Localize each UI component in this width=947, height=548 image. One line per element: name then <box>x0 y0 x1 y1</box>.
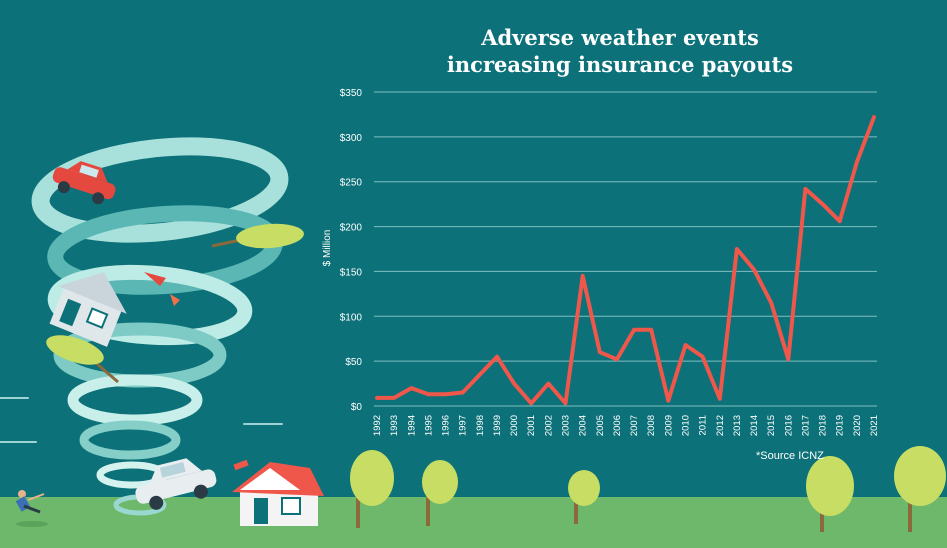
debris-icon <box>170 294 180 306</box>
x-tick-label: 2020 <box>852 415 863 436</box>
chart-title-line-2: increasing insurance payouts <box>446 52 794 77</box>
x-tick-label: 1996 <box>441 415 452 436</box>
tree-icon <box>422 460 458 526</box>
x-tick-label: 2001 <box>526 415 537 436</box>
person-icon <box>15 490 48 527</box>
flying-tree-icon <box>46 335 119 384</box>
x-tick-label: 2021 <box>869 415 880 436</box>
x-tick-label: 1999 <box>492 415 503 436</box>
y-tick-label: $300 <box>340 133 363 144</box>
y-tick-label: $250 <box>340 178 363 189</box>
data-point <box>786 357 791 362</box>
data-point <box>855 160 859 164</box>
x-tick-label: 2003 <box>561 415 572 436</box>
x-tick-label: 2014 <box>749 415 760 436</box>
debris-icon <box>144 272 166 286</box>
x-tick-label: 2018 <box>818 415 829 436</box>
data-point <box>546 381 551 386</box>
data-point <box>426 392 431 397</box>
x-tick-label: 2016 <box>783 415 794 436</box>
tree-icon <box>568 470 600 524</box>
x-tick-label: 1998 <box>475 415 486 436</box>
x-tick-label: 2019 <box>835 415 846 436</box>
x-tick-label: 2015 <box>766 415 777 436</box>
data-point <box>443 392 448 397</box>
tree-icon <box>894 446 946 532</box>
x-tick-label: 2012 <box>715 415 726 436</box>
x-tick-label: 2006 <box>612 415 623 436</box>
x-tick-label: 2002 <box>543 415 554 436</box>
data-point <box>803 187 808 191</box>
x-tick-label: 2004 <box>578 415 589 436</box>
x-axis-tick-labels: 1992 1993 1994 1995 1996 1997 1998 1999 2000 2001… <box>372 415 880 436</box>
data-point <box>820 202 825 206</box>
data-point <box>512 381 516 386</box>
data-point <box>529 401 534 406</box>
white-car-icon <box>135 458 217 510</box>
tree-icon <box>806 456 854 532</box>
x-tick-label: 1993 <box>389 415 400 436</box>
x-tick-label: 1994 <box>406 415 417 436</box>
data-point <box>666 398 671 403</box>
x-tick-label: 2009 <box>663 415 674 436</box>
tree-icon <box>350 450 394 528</box>
wind-streaks <box>0 397 283 443</box>
y-tick-label: $350 <box>340 88 363 99</box>
flying-house-icon <box>49 272 127 347</box>
data-point <box>375 396 379 400</box>
data-point <box>580 274 585 278</box>
series-line <box>375 115 876 406</box>
data-point <box>392 396 396 400</box>
x-tick-label: 1997 <box>458 415 469 436</box>
data-point <box>495 354 499 359</box>
data-point <box>872 115 876 119</box>
data-point <box>563 401 568 406</box>
x-tick-label: 1992 <box>372 415 383 436</box>
x-tick-label: 2008 <box>646 415 657 436</box>
gridlines <box>374 91 877 407</box>
y-tick-label: $200 <box>340 223 363 234</box>
y-tick-label: $0 <box>351 402 363 413</box>
data-point <box>632 327 636 332</box>
y-tick-label: $100 <box>340 312 363 323</box>
x-tick-label: 2010 <box>680 415 691 436</box>
y-axis-tick-labels: $0 $50 $100 $150 $200 $250 $300 $350 <box>340 88 363 413</box>
data-point <box>478 372 482 377</box>
data-point <box>735 247 739 251</box>
data-point <box>683 343 688 347</box>
data-points <box>375 115 876 406</box>
ground-house-icon <box>232 459 324 526</box>
data-point <box>752 267 756 272</box>
data-point <box>409 386 414 390</box>
y-axis-label: $ Million <box>322 230 333 267</box>
flying-tree-icon <box>211 223 304 249</box>
x-tick-label: 2011 <box>698 415 709 435</box>
y-tick-label: $150 <box>340 267 363 278</box>
red-car-icon <box>52 161 116 205</box>
data-point <box>717 397 722 401</box>
data-point <box>460 390 465 395</box>
chart-title-line-1: Adverse weather events <box>481 25 759 50</box>
x-tick-label: 2005 <box>595 415 606 436</box>
data-point <box>649 327 654 332</box>
data-point <box>615 357 619 362</box>
data-point <box>700 354 705 359</box>
data-point <box>769 301 773 305</box>
source-note: *Source ICNZ <box>756 450 824 462</box>
data-point <box>837 219 842 223</box>
x-tick-label: 2013 <box>732 415 743 436</box>
x-tick-label: 2007 <box>629 415 640 436</box>
y-tick-label: $50 <box>345 357 362 368</box>
x-tick-label: 1995 <box>423 415 434 436</box>
data-point <box>597 350 602 354</box>
x-tick-label: 2000 <box>509 415 520 436</box>
x-tick-label: 2017 <box>800 415 811 436</box>
